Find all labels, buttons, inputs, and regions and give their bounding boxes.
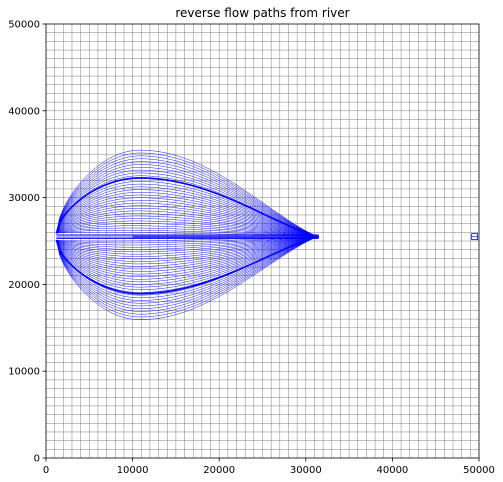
flow-path-upper bbox=[56, 158, 319, 237]
flow-path-lower bbox=[56, 236, 319, 307]
flow-path-upper bbox=[56, 197, 319, 237]
flow-path-lower bbox=[56, 236, 319, 291]
flow-path-lower bbox=[56, 236, 319, 262]
flow-path-lower bbox=[56, 236, 319, 272]
y-axis-ticks: 0 10000 20000 30000 40000 50000 bbox=[8, 20, 46, 465]
flow-path-lower bbox=[56, 236, 319, 285]
y-tick-label: 40000 bbox=[8, 106, 40, 117]
flow-path-lower bbox=[56, 236, 319, 288]
flow-path-lower bbox=[56, 236, 319, 304]
flow-path-lower bbox=[56, 236, 319, 309]
y-tick-label: 0 bbox=[34, 454, 40, 465]
flow-path-upper bbox=[56, 172, 319, 237]
chart-title: reverse flow paths from river bbox=[175, 6, 349, 20]
flow-path-upper bbox=[56, 186, 319, 237]
flow-path-lower bbox=[56, 236, 319, 257]
flow-path-upper bbox=[56, 223, 319, 237]
flow-paths bbox=[55, 149, 319, 320]
flow-path-upper bbox=[56, 189, 319, 237]
flow-path-upper bbox=[56, 202, 319, 237]
flow-path-upper bbox=[56, 155, 319, 237]
flow-path-upper bbox=[56, 152, 319, 237]
flow-path-upper bbox=[56, 149, 319, 237]
flow-path-highlight-upper bbox=[55, 177, 319, 238]
flow-path-upper bbox=[56, 208, 319, 237]
y-tick-label: 30000 bbox=[8, 193, 40, 204]
flow-path-upper bbox=[56, 164, 319, 237]
flow-path-lower bbox=[56, 236, 319, 283]
flow-path-lower bbox=[56, 236, 319, 253]
flow-path-lower bbox=[56, 236, 319, 277]
flow-path-upper bbox=[56, 194, 319, 237]
far-marker bbox=[471, 233, 479, 241]
flow-path-upper bbox=[56, 200, 319, 237]
x-tick-label: 0 bbox=[43, 465, 49, 476]
flow-path-lower bbox=[56, 236, 319, 320]
flow-path-upper bbox=[56, 225, 319, 237]
flow-path-upper bbox=[56, 227, 319, 237]
flow-path-upper bbox=[56, 167, 319, 237]
flow-path-lower bbox=[56, 236, 319, 260]
x-tick-label: 40000 bbox=[376, 465, 408, 476]
flow-path-upper bbox=[56, 205, 319, 237]
flow-path-upper bbox=[56, 215, 319, 237]
x-tick-label: 10000 bbox=[117, 465, 149, 476]
flow-path-upper bbox=[56, 220, 319, 237]
flow-path-lower bbox=[56, 236, 319, 301]
flow-path-lower bbox=[56, 236, 319, 255]
flow-path-lower bbox=[56, 236, 319, 280]
flow-path-lower bbox=[56, 236, 319, 267]
plot-frame bbox=[45, 23, 480, 459]
y-tick-label: 10000 bbox=[8, 367, 40, 378]
flow-path-upper bbox=[56, 169, 319, 237]
flow-path-lower bbox=[56, 236, 319, 312]
flow-path-upper bbox=[56, 181, 319, 237]
flow-path-lower bbox=[56, 236, 319, 270]
flow-path-upper bbox=[56, 161, 319, 237]
flow-path-upper bbox=[56, 183, 319, 237]
flow-path-lower bbox=[56, 236, 319, 250]
x-tick-label: 20000 bbox=[203, 465, 235, 476]
flow-path-lower bbox=[56, 236, 319, 248]
y-tick-label: 20000 bbox=[8, 280, 40, 291]
flow-path-lower bbox=[56, 236, 319, 275]
flow-path-upper bbox=[56, 192, 319, 237]
flow-path-lower bbox=[56, 236, 319, 318]
y-tick-label: 50000 bbox=[8, 20, 40, 31]
flow-path-lower bbox=[56, 236, 319, 299]
flow-path-lower bbox=[56, 236, 319, 315]
flow-path-lower bbox=[56, 236, 319, 246]
x-tick-label: 50000 bbox=[463, 465, 495, 476]
flow-path-upper bbox=[56, 210, 319, 237]
x-axis-ticks: 0 10000 20000 30000 40000 50000 bbox=[43, 458, 495, 476]
flow-path-upper bbox=[56, 213, 319, 237]
flow-path-lower bbox=[56, 236, 319, 265]
flow-path-upper bbox=[56, 218, 319, 237]
river-axis-highlight bbox=[56, 235, 133, 238]
x-tick-label: 30000 bbox=[290, 465, 322, 476]
flow-path-highlight-lower bbox=[55, 235, 319, 295]
